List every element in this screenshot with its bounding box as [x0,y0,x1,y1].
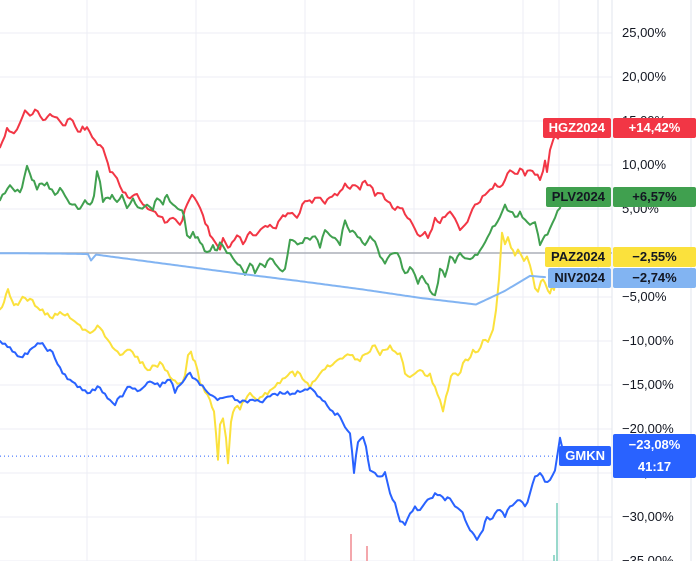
series-value-niv2024[interactable]: −2,74% [613,267,696,288]
series-value-gmkn[interactable]: −23,08% 41:17 [613,434,696,478]
series-line-plv[interactable] [0,164,564,297]
series-value-hgz2024[interactable]: +14,42% [613,118,696,138]
y-axis-label: 10,00% [622,157,667,172]
volume-bar [556,503,558,561]
volume-bar [553,555,555,561]
y-axis-label: −30,00% [622,509,674,524]
series-label-niv2024[interactable]: NIV2024 [548,267,611,288]
y-axis-label: 25,00% [622,25,667,40]
y-axis-label: −5,00% [622,289,667,304]
y-axis-label: −20,00% [622,421,674,436]
series-label-gmkn[interactable]: GMKN [559,446,611,466]
volume-bar [350,534,352,561]
series-value-plv2024[interactable]: +6,57% [613,187,696,207]
series-label-hgz2024[interactable]: HGZ2024 [542,118,611,138]
gmkn-countdown-timer: 41:17 [637,459,672,474]
gmkn-change-value: −23,08% [628,437,681,452]
volume-bar [366,546,368,561]
series-line-hgz[interactable] [0,108,569,251]
y-axis-label: 20,00% [622,69,667,84]
y-axis-label: −15,00% [622,377,674,392]
series-line-niv[interactable] [0,252,546,306]
series-label-paz2024[interactable]: PAZ2024 [545,246,611,267]
series-line-paz[interactable] [0,231,559,465]
series-line-gmkn[interactable] [0,340,564,541]
series-label-plv2024[interactable]: PLV2024 [545,187,611,207]
y-axis-label: −35,00% [622,553,674,561]
series-value-paz2024[interactable]: −2,55% [613,246,696,267]
y-axis-label: −10,00% [622,333,674,348]
